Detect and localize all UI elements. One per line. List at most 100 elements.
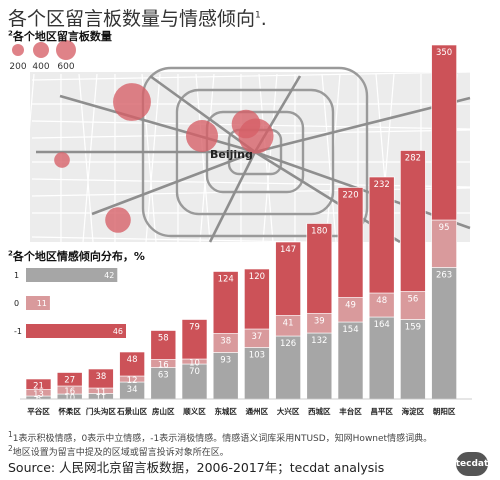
bar-label-1-7: 37 bbox=[251, 332, 262, 342]
category-label-9: 西城区 bbox=[308, 406, 331, 416]
source-note: Source: 人民网北京留言板数据，2006-2017年；tecdat ana… bbox=[8, 460, 385, 475]
city-label: Beijing bbox=[210, 148, 253, 161]
sentiment-bar-1 bbox=[26, 296, 50, 310]
size-legend-bubble bbox=[33, 42, 49, 58]
bar-label-1-2: 11 bbox=[95, 388, 106, 398]
bar-2-3 bbox=[119, 351, 145, 377]
bar-2-2 bbox=[88, 368, 114, 389]
bar-2-10 bbox=[337, 187, 364, 298]
bar-label-0-1: 10 bbox=[64, 394, 75, 404]
bar-2-6 bbox=[212, 271, 239, 334]
bar-label-2-4: 58 bbox=[158, 334, 169, 344]
category-label-10: 丰台区 bbox=[339, 406, 362, 416]
bar-2-4 bbox=[150, 330, 177, 360]
bar-label-0-4: 63 bbox=[158, 371, 169, 381]
bar-label-0-6: 93 bbox=[220, 356, 231, 366]
category-label-5: 顺义区 bbox=[183, 406, 206, 416]
bar-label-1-1: 16 bbox=[64, 387, 75, 397]
category-label-13: 朝阳区 bbox=[433, 406, 456, 416]
bar-label-2-10: 220 bbox=[342, 191, 358, 201]
category-label-0: 平谷区 bbox=[27, 406, 50, 416]
sentiment-value-0: 42 bbox=[104, 271, 114, 280]
page-title: 各个区留言板数量与情感倾向1. bbox=[8, 8, 267, 30]
bar-label-0-7: 103 bbox=[249, 351, 265, 361]
bubble-a bbox=[113, 83, 151, 121]
category-label-6: 东城区 bbox=[214, 406, 237, 416]
category-label-7: 通州区 bbox=[246, 406, 269, 416]
category-label-2: 门头沟区 bbox=[86, 406, 116, 416]
size-legend-label: 400 bbox=[32, 62, 49, 72]
bar-label-2-7: 120 bbox=[249, 272, 265, 282]
size-legend-bubble bbox=[12, 44, 24, 56]
bar-label-0-8: 126 bbox=[280, 339, 296, 349]
bubble-c bbox=[186, 120, 218, 152]
bar-label-2-11: 232 bbox=[374, 180, 390, 190]
category-label-12: 海淀区 bbox=[402, 406, 425, 416]
bar-label-1-12: 56 bbox=[407, 295, 418, 305]
bar-label-0-3: 34 bbox=[127, 385, 138, 395]
bar-label-2-2: 38 bbox=[95, 372, 106, 382]
bar-label-1-13: 95 bbox=[439, 223, 450, 233]
bar-2-7 bbox=[244, 268, 270, 330]
bar-2-8 bbox=[275, 241, 301, 316]
size-legend-bubble bbox=[56, 40, 76, 60]
tecdat-logo: tecdat bbox=[456, 452, 488, 476]
size-legend-label: 600 bbox=[57, 62, 74, 72]
bar-label-1-5: 10 bbox=[189, 359, 200, 369]
bar-label-0-0: 6 bbox=[36, 395, 41, 405]
sentiment-bar-0 bbox=[26, 268, 118, 282]
bar-2-13 bbox=[431, 44, 457, 221]
bar-0-5 bbox=[181, 363, 208, 400]
sentiment-legend-title: 2各个地区情感倾向分布，% bbox=[8, 249, 145, 263]
bar-label-2-12: 282 bbox=[405, 154, 421, 164]
sentiment-bar-2 bbox=[26, 324, 126, 338]
sentiment-legend: 1 42 0 11 -1 46 bbox=[8, 262, 132, 344]
footnote-2: 2地区设置为留言中提及的区域或留言投诉对象所在区。 bbox=[8, 444, 229, 458]
bar-label-2-8: 147 bbox=[280, 245, 296, 255]
bubble-d bbox=[231, 109, 261, 139]
sentiment-row-label-0: 1 bbox=[14, 271, 19, 280]
bubble-f bbox=[54, 152, 70, 168]
bar-label-1-8: 41 bbox=[283, 319, 294, 329]
bar-label-0-5: 70 bbox=[189, 367, 200, 377]
bar-label-1-10: 49 bbox=[345, 301, 356, 311]
bar-2-5 bbox=[181, 319, 208, 360]
category-label-11: 昌平区 bbox=[370, 406, 393, 416]
beijing-map: Beijing 200 400 600 bbox=[9, 40, 471, 244]
footnote-1: 11表示积极情感，0表示中立情感，-1表示消极情感。情感语义词库采用NTUSD，… bbox=[8, 430, 433, 444]
bar-label-1-3: 12 bbox=[127, 376, 138, 386]
category-label-1: 怀柔区 bbox=[58, 406, 81, 416]
sentiment-row-label-1: 0 bbox=[14, 299, 19, 308]
bar-label-0-12: 159 bbox=[405, 323, 421, 333]
sentiment-row-label-2: -1 bbox=[14, 327, 22, 336]
bar-2-9 bbox=[306, 223, 333, 314]
bar-label-1-0: 13 bbox=[33, 390, 44, 400]
bar-label-2-9: 180 bbox=[311, 227, 327, 237]
stacked-bar-chart: 61321平谷区101627怀柔区111138门头沟区341248石景山区631… bbox=[8, 44, 472, 416]
category-label-8: 大兴区 bbox=[277, 406, 300, 416]
bar-label-0-13: 263 bbox=[436, 271, 452, 281]
size-legend-title: 2各个地区留言板数量 bbox=[8, 29, 112, 43]
bar-0-10 bbox=[337, 321, 364, 400]
sentiment-value-1: 11 bbox=[37, 299, 47, 308]
bar-label-1-11: 48 bbox=[376, 296, 387, 306]
bar-2-12 bbox=[400, 150, 426, 292]
bar-label-1-4: 16 bbox=[158, 361, 169, 371]
bubble-e bbox=[105, 207, 131, 233]
bar-label-1-9: 39 bbox=[314, 317, 325, 327]
bar-2-1 bbox=[56, 372, 83, 387]
bar-2-11 bbox=[368, 176, 395, 294]
bar-label-2-5: 79 bbox=[189, 323, 200, 333]
size-legend-label: 200 bbox=[9, 62, 26, 72]
bar-label-2-3: 48 bbox=[127, 355, 138, 365]
bar-label-0-11: 164 bbox=[374, 320, 390, 330]
bar-0-7 bbox=[244, 347, 270, 400]
bar-label-0-2: 11 bbox=[95, 393, 106, 403]
bar-label-2-6: 124 bbox=[218, 275, 234, 285]
bar-0-11 bbox=[368, 316, 395, 400]
sentiment-value-2: 46 bbox=[113, 327, 123, 336]
bar-label-2-13: 350 bbox=[436, 48, 452, 58]
bar-label-2-0: 21 bbox=[33, 381, 44, 391]
bar-label-0-10: 154 bbox=[342, 325, 358, 335]
bar-label-1-6: 38 bbox=[220, 337, 231, 347]
